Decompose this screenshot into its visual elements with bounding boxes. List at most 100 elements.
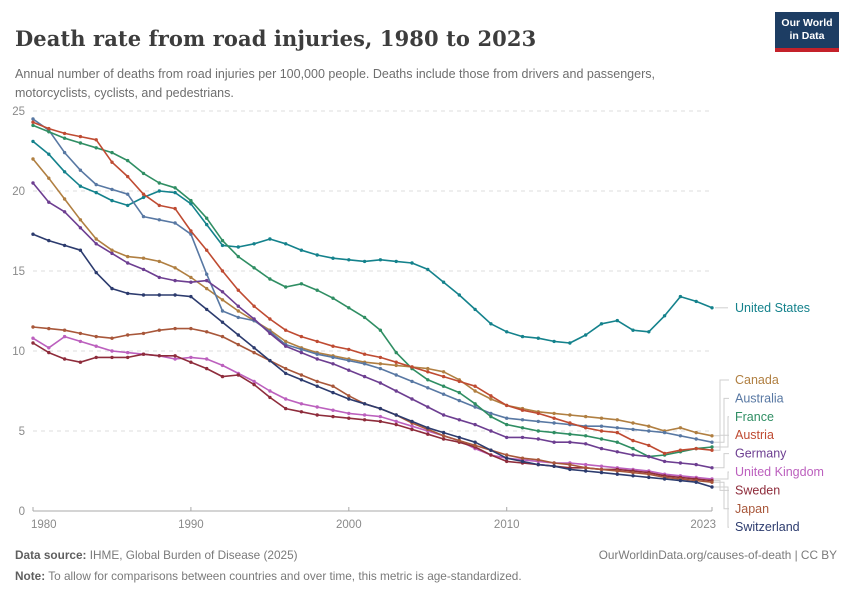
series-point-australia-2016 [599,424,604,428]
series-point-sweden-1995 [268,395,272,400]
series-point-japan-2019 [647,472,651,476]
series-point-sweden-1980 [31,341,35,345]
legend-label-australia[interactable]: Australia [735,391,784,405]
series-point-japan-1983 [78,331,83,336]
owid-url-link[interactable]: OurWorldinData.org/causes-of-death [598,548,792,562]
series-point-united-states-2007 [457,293,461,297]
series-point-united-states-2003 [394,259,398,264]
series-point-switzerland-2007 [457,435,461,440]
legend-connector-switzerland [714,486,729,528]
series-point-united-states-2015 [584,333,588,337]
series-point-japan-2000 [347,394,351,398]
series-point-france-2023 [710,445,714,449]
series-point-united-states-2022 [694,299,698,304]
series-point-germany-2006 [441,413,446,417]
legend-label-united-states[interactable]: United States [735,301,810,315]
series-point-australia-2007 [457,398,461,403]
legend-connector-japan [714,481,729,510]
series-point-austria-2011 [520,408,525,412]
legend-label-sweden[interactable]: Sweden [735,483,780,497]
series-point-austria-2014 [568,421,572,425]
legend-label-switzerland[interactable]: Switzerland [735,520,800,534]
legend-label-canada[interactable]: Canada [735,373,779,387]
series-point-austria-2006 [441,374,446,379]
series-point-switzerland-1996 [284,371,288,376]
owid-logo[interactable]: Our World in Data [775,12,839,52]
series-point-germany-2008 [473,422,477,427]
legend-label-austria[interactable]: Austria [735,428,774,442]
series-point-sweden-1987 [141,352,146,356]
legend-label-france[interactable]: France [735,410,774,424]
series-point-sweden-2010 [505,459,509,464]
legend-connector-germany [714,453,729,469]
series-point-switzerland-1982 [62,243,67,248]
legend-label-germany[interactable]: Germany [735,447,787,461]
series-point-germany-2014 [568,440,572,444]
chart-footer: Data source: IHME, Global Burden of Dise… [0,540,850,600]
series-point-canada-2016 [599,416,604,420]
series-point-france-1998 [315,288,319,292]
series-point-switzerland-2010 [505,456,509,460]
series-point-france-2000 [347,306,351,310]
series-point-canada-1986 [126,254,130,259]
series-point-germany-2020 [662,459,667,464]
series-point-germany-2005 [426,405,430,409]
series-point-austria-2002 [378,355,383,360]
series-point-canada-2013 [552,411,556,416]
series-point-australia-1983 [78,168,83,172]
series-point-switzerland-1993 [236,333,240,337]
series-point-germany-2013 [552,440,556,444]
legend-label-united-kingdom[interactable]: United Kingdom [735,465,824,479]
series-point-australia-2021 [678,434,683,438]
series-point-france-1982 [62,136,67,140]
series-point-france-1994 [252,266,256,270]
series-point-switzerland-2016 [599,470,604,475]
series-point-japan-1980 [31,325,35,329]
series-point-canada-1988 [157,259,161,264]
series-point-canada-1984 [94,237,98,241]
series-point-united-states-1981 [47,152,51,156]
series-point-japan-2015 [584,466,588,470]
series-point-united-states-2016 [599,322,604,326]
x-axis-label-2023: 2023 [690,519,716,531]
series-point-australia-2006 [441,392,446,396]
legend-connector-austria [714,434,729,451]
series-point-united-states-1997 [299,248,304,252]
license-badge[interactable]: | CC BY [791,548,837,562]
series-point-united-states-2013 [552,339,556,344]
series-point-canada-1982 [62,197,67,201]
series-point-canada-2006 [441,370,446,374]
x-axis-label-2000: 2000 [336,519,362,531]
series-point-germany-2022 [694,462,698,467]
series-point-japan-2017 [615,469,619,473]
series-point-japan-1984 [94,334,98,339]
series-point-germany-2009 [489,429,493,433]
series-point-canada-2018 [631,421,635,425]
series-point-switzerland-2008 [473,440,477,444]
series-point-japan-1981 [47,326,51,331]
series-point-switzerland-2021 [678,478,683,483]
series-line-france [32,124,713,458]
series-point-sweden-1990 [189,360,193,364]
series-point-switzerland-2017 [615,472,619,476]
series-point-canada-2019 [647,424,651,428]
series-point-sweden-1997 [299,410,304,414]
legend-label-japan[interactable]: Japan [735,502,769,516]
series-point-sweden-1984 [94,355,98,360]
series-point-sweden-1992 [220,374,225,379]
series-point-switzerland-1980 [31,232,35,236]
series-point-sweden-1983 [78,360,83,364]
series-point-germany-2011 [520,435,525,440]
series-point-austria-1990 [189,229,193,233]
series-point-japan-1991 [205,330,209,334]
series-point-australia-2005 [426,386,430,390]
series-point-austria-2020 [662,451,667,456]
series-point-united-states-1980 [31,139,35,144]
series-point-sweden-2000 [347,416,351,420]
series-line-canada [32,158,713,437]
data-source: Data source: IHME, Global Burden of Dise… [15,548,298,562]
series-point-japan-2006 [441,434,446,438]
series-point-japan-1996 [284,366,288,371]
series-point-australia-2017 [615,426,619,430]
series-point-united-states-1992 [220,243,225,248]
